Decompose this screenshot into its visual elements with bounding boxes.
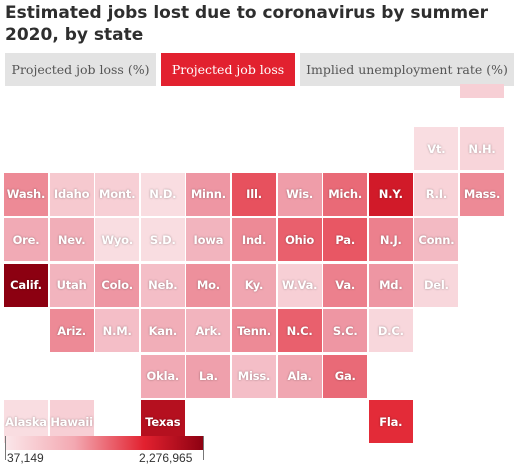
- tab-projected-job-loss[interactable]: Projected job loss: [161, 53, 295, 86]
- state-tile-colo[interactable]: Colo.: [95, 263, 140, 307]
- state-tile-ariz[interactable]: Ariz.: [49, 309, 94, 352]
- state-tile-nh[interactable]: N.H.: [460, 127, 504, 170]
- state-tile-calif[interactable]: Calif.: [4, 263, 48, 307]
- state-tile-del[interactable]: Del.: [414, 263, 459, 307]
- state-tile-dc[interactable]: D.C.: [368, 309, 413, 352]
- state-tile-texas[interactable]: Texas: [140, 400, 185, 443]
- legend-max-tick: [203, 436, 204, 460]
- state-tile-ark[interactable]: Ark.: [186, 309, 231, 352]
- state-tile-ala[interactable]: Ala.: [277, 354, 322, 398]
- state-tile-wash[interactable]: Wash.: [4, 172, 48, 216]
- state-tile-wis[interactable]: Wis.: [277, 172, 322, 216]
- state-tile-kan[interactable]: Kan.: [140, 309, 185, 352]
- tab-implied-unemployment-rate[interactable]: Implied unemployment rate (%): [300, 53, 514, 86]
- state-tile-sc[interactable]: S.C.: [323, 309, 368, 352]
- state-tile-ill[interactable]: Ill.: [232, 172, 276, 216]
- state-tile-ky[interactable]: Ky.: [232, 263, 276, 307]
- state-tile-ore[interactable]: Ore.: [4, 218, 48, 261]
- legend-color-scale: [5, 436, 204, 450]
- state-tile-wva[interactable]: W.Va.: [277, 263, 322, 307]
- state-tile-conn[interactable]: Conn.: [414, 218, 459, 261]
- legend-max-label: 2,276,965: [139, 451, 193, 465]
- state-tile-md[interactable]: Md.: [368, 263, 413, 307]
- state-tile-nd[interactable]: N.D.: [140, 172, 185, 216]
- state-tile-ny[interactable]: N.Y.: [368, 172, 413, 216]
- tab-projected-job-loss-percent[interactable]: Projected job loss (%): [5, 53, 156, 86]
- state-tile-mich[interactable]: Mich.: [323, 172, 368, 216]
- state-tile-ohio[interactable]: Ohio: [277, 218, 322, 261]
- state-tile-minn[interactable]: Minn.: [186, 172, 231, 216]
- state-tile-ga[interactable]: Ga.: [323, 354, 368, 398]
- state-tile-pa[interactable]: Pa.: [323, 218, 368, 261]
- state-tile-idaho[interactable]: Idaho: [49, 172, 94, 216]
- state-tile-okla[interactable]: Okla.: [140, 354, 185, 398]
- state-tile-nc[interactable]: N.C.: [277, 309, 322, 352]
- state-tile-miss[interactable]: Miss.: [232, 354, 276, 398]
- state-tile-wyo[interactable]: Wyo.: [95, 218, 140, 261]
- legend-min-label: 37,149: [7, 451, 44, 465]
- chart-title: Estimated jobs lost due to coronavirus b…: [5, 3, 488, 45]
- state-tile-va[interactable]: Va.: [323, 263, 368, 307]
- state-tile-ri[interactable]: R.I.: [414, 172, 459, 216]
- state-tile-mont[interactable]: Mont.: [95, 172, 140, 216]
- state-tile-mo[interactable]: Mo.: [186, 263, 231, 307]
- state-tile-nj[interactable]: N.J.: [368, 218, 413, 261]
- state-tile-la[interactable]: La.: [186, 354, 231, 398]
- state-tile-utah[interactable]: Utah: [49, 263, 94, 307]
- legend-min-tick: [5, 436, 6, 460]
- state-tile-vt[interactable]: Vt.: [414, 127, 459, 170]
- state-tile-fla[interactable]: Fla.: [368, 400, 413, 443]
- state-tile-ind[interactable]: Ind.: [232, 218, 276, 261]
- state-tile-mass[interactable]: Mass.: [460, 172, 504, 216]
- state-tile-hawaii[interactable]: Hawaii: [49, 400, 94, 443]
- state-tile-tenn[interactable]: Tenn.: [232, 309, 276, 352]
- state-tile-maine[interactable]: [460, 84, 504, 98]
- state-tile-alaska[interactable]: Alaska: [4, 400, 48, 443]
- state-tile-nev[interactable]: Nev.: [49, 218, 94, 261]
- state-tile-neb[interactable]: Neb.: [140, 263, 185, 307]
- state-tile-nm[interactable]: N.M.: [95, 309, 140, 352]
- state-tile-iowa[interactable]: Iowa: [186, 218, 231, 261]
- state-tile-sd[interactable]: S.D.: [140, 218, 185, 261]
